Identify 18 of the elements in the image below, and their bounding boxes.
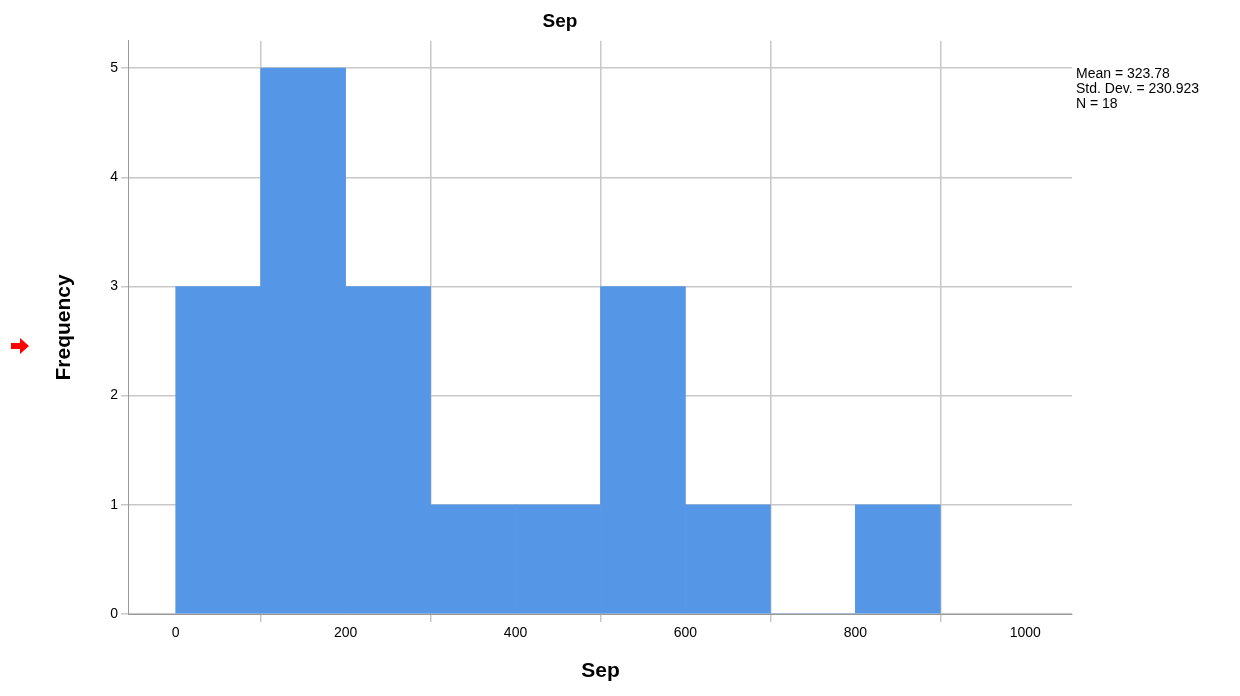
x-tick-label: 400 [503,624,528,641]
x-tick-label: 200 [333,624,358,641]
text: Std. Dev. = 230.923 [1076,80,1200,96]
chart-title: Sep [542,9,578,31]
x-tick-label: 800 [843,624,868,641]
y-tick-label: 1 [110,495,119,512]
y-tick-label: 2 [110,386,119,403]
x-tick-label: 1000 [1009,624,1042,641]
y-tick-label: 0 [110,604,119,621]
y-tick-label: 5 [110,58,119,75]
x-tick-label: 600 [673,624,698,641]
text: Mean = 323.78 [1076,65,1171,81]
text: N = 18 [1076,95,1119,111]
x-tick-label: 0 [171,624,180,641]
y-tick-label: 4 [110,168,119,185]
y-tick-label: 3 [110,277,119,294]
x-axis-title: Sep [581,658,620,682]
y-axis-title: Frequency [51,273,75,381]
